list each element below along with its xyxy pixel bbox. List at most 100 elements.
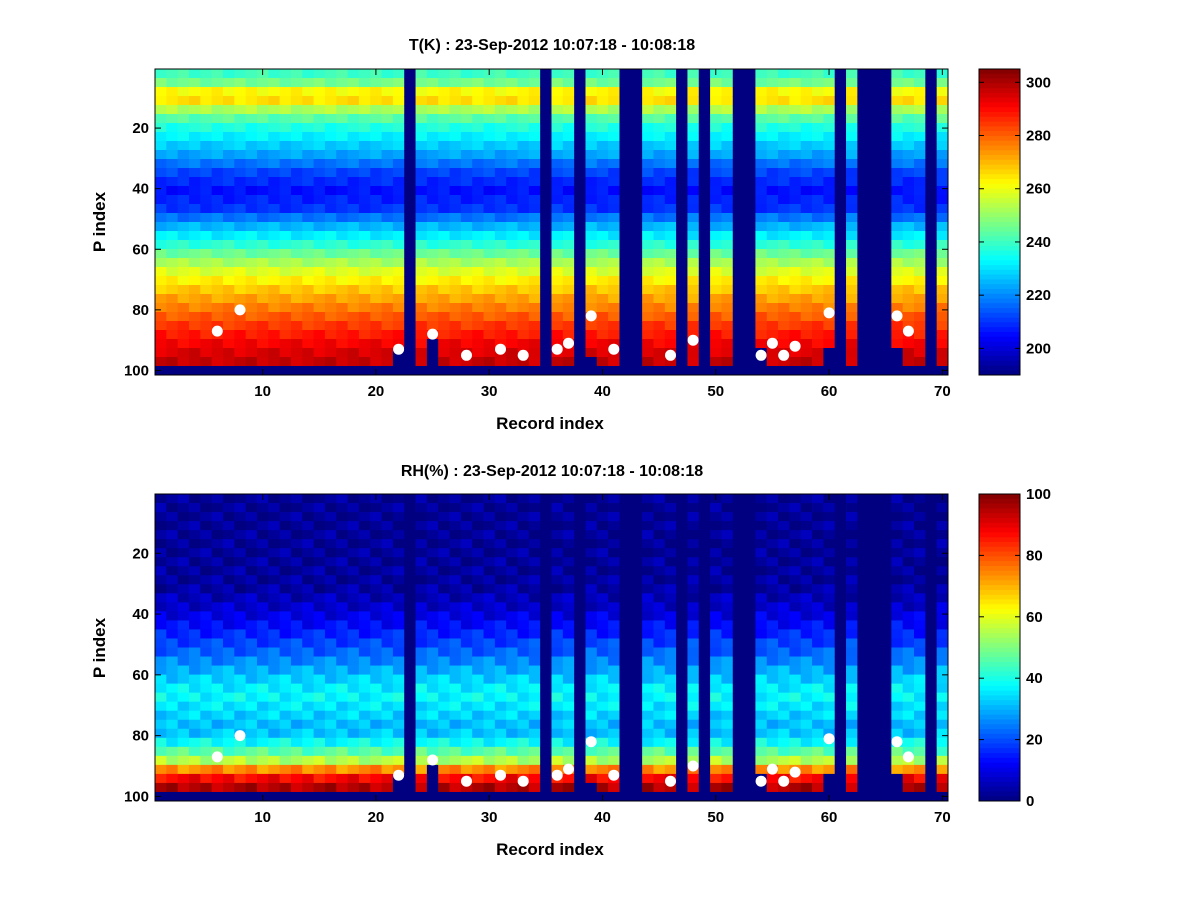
heatmap-cell <box>245 548 258 558</box>
heatmap-cell <box>766 348 779 358</box>
heatmap-cell <box>551 96 564 106</box>
heatmap-cell <box>506 701 518 712</box>
heatmap-cell <box>608 105 620 115</box>
heatmap-cell <box>891 701 904 712</box>
heatmap-cell <box>789 132 802 142</box>
heatmap-cell <box>381 656 394 666</box>
heatmap-cell <box>574 240 586 250</box>
heatmap-cell <box>630 348 643 358</box>
heatmap-cell <box>234 177 247 187</box>
heatmap-cell <box>404 548 416 558</box>
heatmap-cell <box>302 312 314 322</box>
heatmap-cell <box>472 647 484 657</box>
heatmap-cell <box>551 123 564 133</box>
heatmap-cell <box>653 647 666 657</box>
heatmap-cell <box>211 204 224 214</box>
heatmap-cell <box>789 557 802 567</box>
heatmap-cell <box>778 114 790 124</box>
heatmap-cell <box>347 773 360 784</box>
heatmap-cell <box>551 267 564 277</box>
heatmap-cell <box>732 159 745 169</box>
heatmap-cell <box>630 656 643 666</box>
heatmap-cell <box>415 348 428 358</box>
heatmap-cell <box>834 638 847 648</box>
heatmap-cell <box>358 539 371 549</box>
heatmap-cell <box>868 710 881 721</box>
heatmap-cell <box>891 366 904 376</box>
heatmap-cell <box>789 123 802 133</box>
heatmap-cell <box>256 665 269 675</box>
heatmap-cell <box>755 782 768 793</box>
heatmap-cell <box>551 674 564 685</box>
heatmap-cell <box>914 521 926 531</box>
heatmap-cell <box>517 69 530 79</box>
heatmap-cell <box>256 539 269 549</box>
heatmap-cell <box>664 96 677 106</box>
heatmap-cell <box>268 611 281 621</box>
heatmap-cell <box>494 602 507 612</box>
heatmap-cell <box>619 249 632 259</box>
heatmap-cell <box>472 213 484 223</box>
heatmap-cell <box>823 105 836 115</box>
heatmap-cell <box>324 348 337 358</box>
heatmap-cell <box>721 701 734 712</box>
heatmap-cell <box>313 638 326 648</box>
heatmap-cell <box>200 719 213 730</box>
colorbar-segment <box>979 250 1020 256</box>
heatmap-cell <box>710 530 722 540</box>
heatmap-cell <box>812 791 824 802</box>
heatmap-cell <box>925 114 938 124</box>
heatmap-cell <box>936 719 949 730</box>
heatmap-cell <box>630 737 643 748</box>
heatmap-cell <box>460 782 473 793</box>
heatmap-cell <box>619 737 632 748</box>
heatmap-cell <box>834 303 847 313</box>
heatmap-cell <box>313 105 326 115</box>
heatmap-cell <box>925 647 938 657</box>
heatmap-cell <box>494 656 507 666</box>
heatmap-cell <box>710 132 722 142</box>
heatmap-cell <box>155 240 167 250</box>
heatmap-cell <box>290 159 303 169</box>
heatmap-cell <box>936 575 949 585</box>
heatmap-cell <box>834 69 847 79</box>
heatmap-cell <box>370 330 382 340</box>
heatmap-cell <box>721 782 734 793</box>
heatmap-cell <box>823 620 836 630</box>
heatmap-cell <box>789 240 802 250</box>
heatmap-cell <box>630 276 643 286</box>
heatmap-cell <box>381 114 394 124</box>
heatmap-cell <box>812 267 824 277</box>
heatmap-cell <box>540 213 552 223</box>
heatmap-cell <box>166 566 179 576</box>
heatmap-cell <box>494 105 507 115</box>
heatmap-cell <box>721 150 734 160</box>
heatmap-cell <box>800 276 813 286</box>
heatmap-cell <box>155 258 167 268</box>
heatmap-cell <box>200 575 213 585</box>
heatmap-cell <box>698 710 711 721</box>
heatmap-cell <box>211 339 224 349</box>
temperature-markers <box>211 304 914 361</box>
heatmap-cell <box>256 521 269 531</box>
heatmap-cell <box>902 620 915 630</box>
heatmap-cell <box>608 620 620 630</box>
heatmap-cell <box>902 168 915 178</box>
heatmap-cell <box>664 638 677 648</box>
heatmap-cell <box>358 78 371 88</box>
heatmap-cell <box>891 755 904 766</box>
heatmap-cell <box>834 195 847 205</box>
heatmap-cell <box>211 96 224 106</box>
heatmap-cell <box>778 150 790 160</box>
heatmap-cell <box>789 267 802 277</box>
heatmap-cell <box>562 791 575 802</box>
x-tick-label: 20 <box>368 383 385 400</box>
heatmap-cell <box>653 620 666 630</box>
heatmap-cell <box>710 575 722 585</box>
heatmap-cell <box>449 213 462 223</box>
heatmap-cell <box>868 168 881 178</box>
heatmap-cell <box>676 548 688 558</box>
heatmap-cell <box>868 276 881 286</box>
heatmap-cell <box>857 339 870 349</box>
heatmap-cell <box>426 674 439 685</box>
